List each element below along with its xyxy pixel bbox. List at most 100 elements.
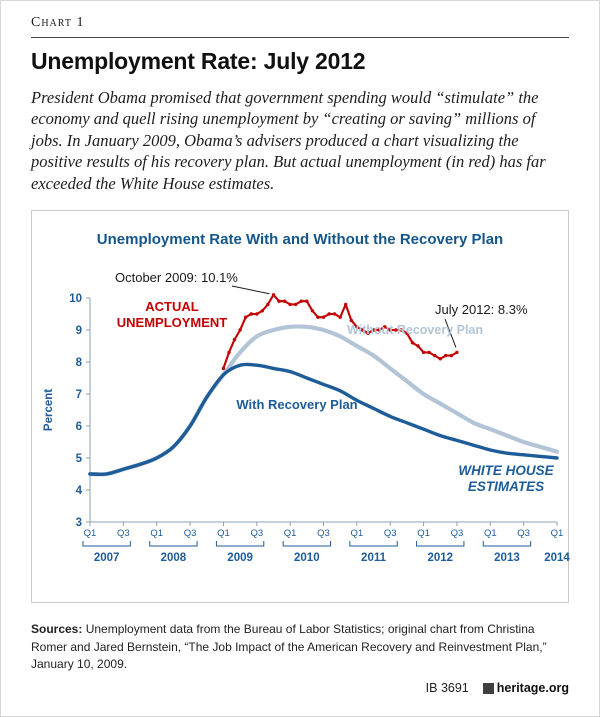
annotation-line-peak <box>231 285 270 295</box>
annotation-line-latest <box>444 319 457 348</box>
year-bracket <box>349 541 398 547</box>
actual-data-marker <box>271 293 276 297</box>
heritage-logo-icon <box>482 682 494 694</box>
actual-data-marker <box>344 302 348 307</box>
actual-data-marker <box>310 309 315 313</box>
year-bracket <box>416 541 465 547</box>
actual-data-marker <box>238 328 242 332</box>
actual-data-marker <box>388 328 392 332</box>
y-tick-label: 10 <box>69 293 82 305</box>
actual-data-marker <box>299 299 303 304</box>
page: Chart 1 Unemployment Rate: July 2012 Pre… <box>1 1 599 695</box>
x-tick-label: Q3 <box>451 528 464 539</box>
actual-data-marker <box>433 354 437 358</box>
x-tick-label: Q3 <box>184 528 197 539</box>
line-with-recovery-plan <box>88 362 559 477</box>
x-tick-label: Q1 <box>150 528 163 539</box>
actual-data-marker <box>260 309 264 313</box>
x-tick-label: Q1 <box>484 528 497 539</box>
heritage-site-link[interactable]: heritage.org <box>496 681 569 696</box>
x-tick-label: Q3 <box>317 528 330 539</box>
y-tick-label: 8 <box>76 357 83 369</box>
actual-data-marker <box>244 315 248 320</box>
actual-data-marker <box>327 312 331 316</box>
actual-data-marker <box>338 315 342 320</box>
year-label: 2010 <box>294 552 320 564</box>
y-axis-title: Percent <box>43 389 55 431</box>
year-label: 2013 <box>494 552 520 564</box>
actual-data-marker <box>371 328 376 332</box>
actual-data-marker <box>355 325 359 329</box>
actual-data-marker <box>277 299 281 304</box>
intro-paragraph: President Obama promised that government… <box>31 88 546 193</box>
actual-data-marker <box>332 312 337 316</box>
chart-kicker: Chart 1 <box>31 15 85 30</box>
year-bracket <box>82 541 131 547</box>
y-tick-label: 7 <box>76 389 82 401</box>
x-tick-label: Q1 <box>217 528 230 539</box>
actual-data-marker <box>305 299 309 304</box>
annotation-peak: October 2009: 10.1% <box>115 270 238 285</box>
actual-data-marker <box>394 328 398 332</box>
without-recovery-plan-label: Without Recovery Plan <box>347 323 483 337</box>
actual-data-marker <box>444 354 448 358</box>
x-tick-label: Q3 <box>250 528 263 539</box>
actual-data-marker <box>232 338 237 342</box>
actual-data-marker <box>249 312 253 316</box>
actual-data-marker <box>399 328 403 332</box>
white-house-estimates-label: ESTIMATES <box>468 479 544 494</box>
year-bracket <box>482 541 532 547</box>
year-bracket <box>215 541 265 547</box>
report-id: IB 3691 <box>425 681 469 696</box>
actual-data-marker <box>227 350 231 355</box>
x-tick-label: Q3 <box>517 528 530 539</box>
header-divider <box>31 37 569 38</box>
year-bracket <box>149 541 198 547</box>
actual-unemployment-label: UNEMPLOYMENT <box>117 315 228 330</box>
actual-data-marker <box>410 341 415 345</box>
actual-data-marker <box>288 302 292 307</box>
unemployment-chart: 3 4 5 6 7 8 9 10 Q1 Q3 Q1 Q3 Q1 Q3 Q1 Q3 Q1 Q3 Q1 Q3 Q1 Q3 Q1 2… <box>43 270 570 564</box>
year-label: 2012 <box>427 552 453 564</box>
x-tick-label: Q1 <box>417 528 430 539</box>
actual-data-marker <box>349 318 353 323</box>
sources-text: Unemployment data from the Bureau of Lab… <box>31 622 547 671</box>
y-tick-label: 5 <box>76 453 83 465</box>
sources: Sources: Unemployment data from the Bure… <box>31 621 569 673</box>
x-tick-label: Q1 <box>351 528 364 539</box>
actual-data-marker <box>449 354 454 358</box>
x-tick-label: Q1 <box>84 528 97 539</box>
actual-data-marker <box>405 331 409 336</box>
actual-data-marker <box>366 331 370 336</box>
y-tick-label: 3 <box>76 517 82 529</box>
year-label: 2014 <box>544 552 570 564</box>
actual-data-marker <box>383 325 387 329</box>
y-tick-label: 4 <box>76 485 83 497</box>
year-label: 2008 <box>161 552 187 564</box>
y-tick-label: 6 <box>76 421 82 433</box>
white-house-estimates-label: WHITE HOUSE <box>458 463 554 478</box>
actual-data-marker <box>427 350 431 355</box>
actual-data-marker <box>294 302 298 307</box>
x-tick-label: Q3 <box>384 528 397 539</box>
actual-data-marker <box>316 315 320 320</box>
actual-data-marker <box>255 312 259 316</box>
page-title: Unemployment Rate: July 2012 <box>31 48 366 74</box>
actual-data-marker <box>416 344 420 348</box>
x-tick-label: Q1 <box>551 528 564 539</box>
sources-label: Sources: <box>31 622 83 637</box>
with-recovery-plan-label: With Recovery Plan <box>236 397 357 412</box>
credit-line: IB 3691 heritage.org <box>31 681 569 695</box>
actual-data-marker <box>455 350 459 355</box>
actual-data-marker <box>438 357 442 361</box>
chart-title: Unemployment Rate With and Without the R… <box>96 231 504 249</box>
annotation-latest: July 2012: 8.3% <box>435 302 528 317</box>
actual-data-marker <box>377 328 381 332</box>
actual-unemployment-label: ACTUAL <box>145 299 198 314</box>
chart-panel: Unemployment Rate With and Without the R… <box>31 210 570 604</box>
actual-data-marker <box>221 366 226 371</box>
actual-data-marker <box>421 350 426 355</box>
actual-data-marker <box>282 299 287 304</box>
year-label: 2007 <box>94 552 120 564</box>
year-bracket <box>282 541 331 547</box>
